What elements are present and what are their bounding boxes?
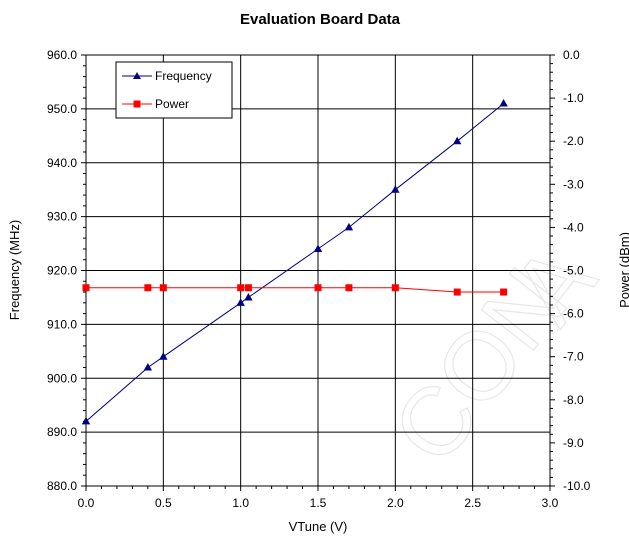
data-point-frequency	[453, 136, 462, 145]
data-point-frequency	[499, 98, 508, 107]
y-tick-label: 880.0	[47, 479, 77, 493]
y-tick-label: 920.0	[47, 264, 77, 278]
x-tick-label: 2.5	[464, 496, 481, 510]
y2-tick-label: -7.0	[563, 350, 584, 364]
y-tick-label: 950.0	[47, 102, 77, 116]
x-tick-label: 3.0	[542, 496, 559, 510]
data-point-power	[391, 284, 399, 292]
legend-marker-power	[133, 100, 141, 108]
legend: Frequency Power	[115, 61, 233, 119]
legend-label-power: Power	[155, 97, 189, 111]
data-point-frequency	[236, 298, 245, 306]
x-tick-label: 0.5	[155, 496, 172, 510]
data-point-power	[314, 284, 322, 292]
y2-tick-label: -10.0	[563, 479, 591, 493]
data-point-power	[244, 284, 252, 292]
y-tick-label: 910.0	[47, 317, 77, 331]
x-tick-label: 2.0	[387, 496, 404, 510]
x-tick-label: 1.0	[232, 496, 249, 510]
data-point-power	[144, 284, 152, 292]
series-layer	[81, 98, 508, 425]
y2-tick-labels: -10.0 -9.0 -8.0 -7.0 -6.0 -5.0 -4.0 -3.0 -2.0 -1.…	[563, 48, 591, 493]
x-tick-label: 1.5	[310, 496, 327, 510]
y2-tick-label: -3.0	[563, 177, 584, 191]
y2-axis-title: Power (dBm)	[617, 232, 629, 308]
data-point-power	[345, 284, 353, 292]
series-line-frequency	[85, 103, 504, 422]
grid-lines	[86, 55, 550, 486]
data-point-frequency	[143, 362, 153, 371]
y-tick-labels: 880.0 890.0 900.0 910.0 920.0 930.0 940.0 950.0…	[47, 48, 77, 493]
y2-tick-label: -4.0	[563, 220, 584, 234]
legend-label-frequency: Frequency	[155, 69, 212, 83]
y-tick-label: 960.0	[47, 48, 77, 62]
axis-ticks	[81, 54, 555, 491]
y-tick-label: 930.0	[47, 210, 77, 224]
data-point-frequency	[81, 416, 91, 425]
y2-tick-label: -2.0	[563, 134, 584, 148]
chart-title: Evaluation Board Data	[240, 11, 401, 28]
y2-tick-label: -8.0	[563, 393, 584, 407]
y2-tick-label: -1.0	[563, 91, 584, 105]
x-axis-title: VTune (V)	[289, 519, 348, 534]
y-tick-label: 900.0	[47, 371, 77, 385]
y-tick-label: 890.0	[47, 425, 77, 439]
x-tick-label: 0.0	[78, 496, 95, 510]
legend-box	[115, 61, 233, 119]
y2-tick-label: -9.0	[563, 436, 584, 450]
data-point-frequency	[159, 352, 168, 360]
y-axis-title: Frequency (MHz)	[7, 220, 22, 320]
data-point-frequency	[313, 244, 323, 252]
data-point-power	[500, 288, 508, 296]
legend-marker-frequency	[133, 72, 141, 79]
y2-tick-label: 0.0	[563, 48, 580, 62]
series-line-power	[86, 287, 504, 293]
data-point-frequency	[391, 185, 400, 193]
data-point-power	[159, 284, 167, 292]
data-point-frequency	[344, 222, 354, 231]
data-point-power	[453, 288, 461, 296]
y-tick-label: 940.0	[47, 156, 77, 170]
x-tick-labels: 0.0 0.5 1.0 1.5 2.0 2.5 3.0	[78, 496, 559, 510]
y2-tick-label: -5.0	[563, 264, 584, 278]
y2-tick-label: -6.0	[563, 307, 584, 321]
data-point-power	[237, 284, 245, 292]
data-point-frequency	[244, 292, 253, 301]
data-point-power	[82, 284, 90, 292]
